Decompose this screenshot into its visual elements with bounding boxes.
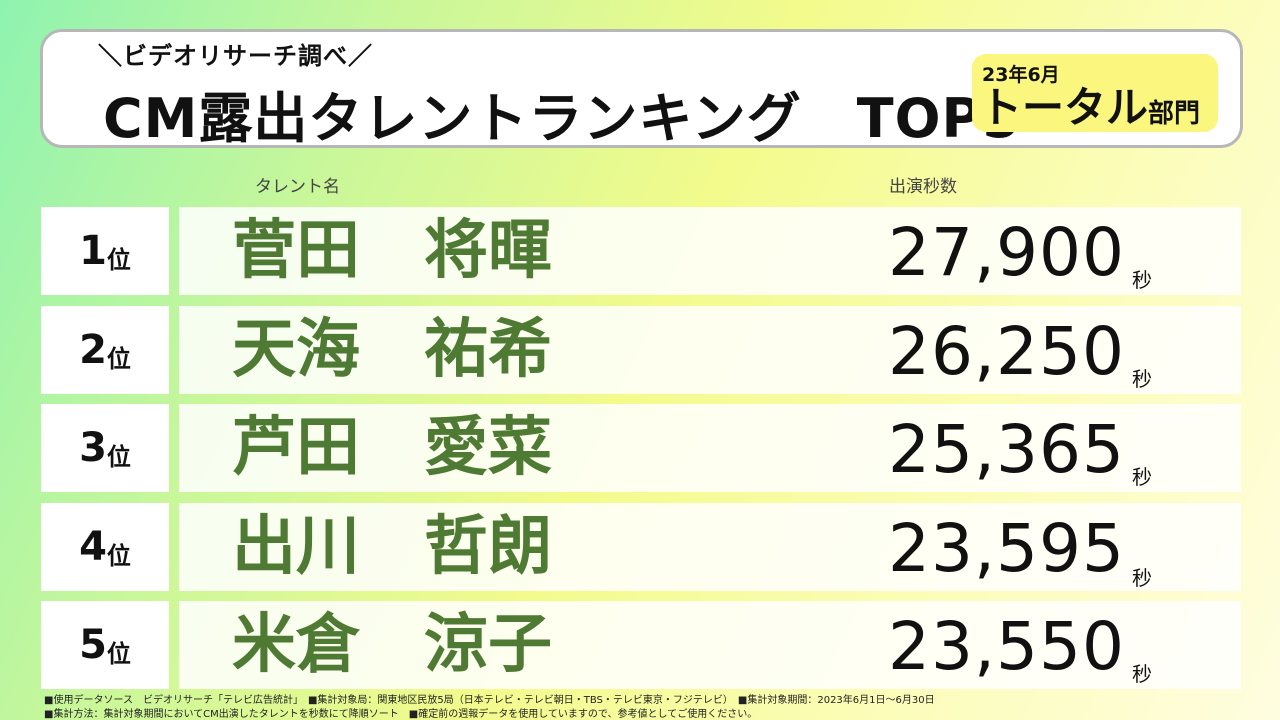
seconds-value: 26,250 — [888, 313, 1125, 390]
page-title: CM露出タレントランキング TOP5 — [103, 87, 1021, 150]
category-label: トータル部門 — [980, 84, 1200, 138]
talent-name: 菅田 将暉 — [232, 214, 552, 288]
seconds-value: 23,595 — [888, 510, 1125, 587]
seconds-unit: 秒 — [1132, 465, 1152, 489]
footnote-method: ■集計方法：集計対象期間においてCM出演したタレントを秒数にて降順ソート ■確定… — [44, 709, 758, 720]
footnote-source: ■使用データソース ビデオリサーチ「テレビ広告統計」 ■集計対象局：関東地区民放… — [44, 695, 935, 706]
rank-number: 4 — [79, 524, 107, 570]
ranking-row — [179, 601, 1241, 689]
seconds-unit: 秒 — [1132, 662, 1152, 686]
talent-name: 出川 哲朗 — [232, 510, 552, 584]
ranking-row — [179, 306, 1241, 394]
category-main: トータル — [980, 83, 1149, 132]
rank-number: 5 — [79, 622, 107, 668]
period-badge — [972, 54, 1218, 132]
rank-number: 1 — [79, 228, 107, 274]
rank-unit: 位 — [106, 639, 131, 668]
source-subtitle: ＼ビデオリサーチ調べ／ — [98, 42, 373, 70]
rank-number: 2 — [79, 327, 107, 373]
rank-number: 3 — [79, 425, 107, 471]
ranking-row — [179, 404, 1241, 492]
ranking-row — [179, 503, 1241, 591]
seconds-value: 25,365 — [888, 411, 1125, 488]
talent-name: 芦田 愛菜 — [232, 411, 552, 485]
rank-unit: 位 — [106, 344, 131, 373]
seconds-unit: 秒 — [1132, 367, 1152, 391]
ranking-row — [179, 207, 1241, 295]
rank-unit: 位 — [106, 541, 131, 570]
rank-unit: 位 — [106, 245, 131, 274]
seconds-value: 23,550 — [888, 608, 1125, 685]
rank-unit: 位 — [106, 442, 131, 471]
seconds-unit: 秒 — [1132, 566, 1152, 590]
seconds-value: 27,900 — [888, 214, 1125, 291]
seconds-unit: 秒 — [1132, 268, 1152, 292]
category-suffix: 部門 — [1148, 99, 1201, 129]
talent-name: 米倉 涼子 — [232, 608, 552, 682]
talent-name: 天海 祐希 — [232, 313, 552, 387]
column-header-seconds: 出演秒数 — [889, 177, 957, 197]
period-month: 23年6月 — [982, 64, 1060, 86]
column-header-talent: タレント名 — [255, 177, 340, 197]
